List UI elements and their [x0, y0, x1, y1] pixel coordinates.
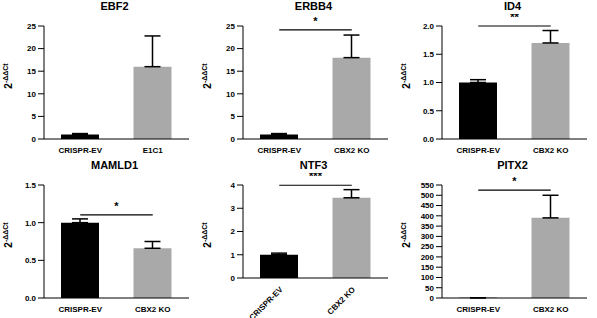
svg-text:350: 350: [421, 222, 435, 231]
svg-text:0.5: 0.5: [423, 107, 435, 116]
svg-text:2: 2: [231, 227, 236, 236]
svg-text:10: 10: [27, 90, 36, 99]
svg-text:15: 15: [27, 67, 36, 76]
html-text:2: 2: [401, 242, 413, 248]
svg-text:200: 200: [421, 253, 435, 262]
svg-text:0.0: 0.0: [25, 294, 37, 303]
svg-text:550: 550: [421, 181, 435, 190]
svg-text:E1C1: E1C1: [143, 146, 164, 155]
svg-text:*: *: [313, 15, 318, 27]
svg-text:25: 25: [226, 22, 235, 31]
svg-text:CBX2 KO: CBX2 KO: [334, 146, 370, 155]
html-text:ID4: ID4: [503, 0, 522, 12]
svg-text:20: 20: [226, 44, 235, 53]
svg-text:CRISPR-EV: CRISPR-EV: [248, 285, 286, 318]
svg-text:**: **: [510, 14, 519, 23]
svg-text:1.5: 1.5: [25, 181, 37, 190]
svg-text:100: 100: [421, 273, 435, 282]
html-text:2: 2: [401, 83, 413, 89]
svg-text:400: 400: [421, 212, 435, 221]
svg-text:CBX2 KO: CBX2 KO: [326, 285, 358, 317]
html-text:ERBB4: ERBB4: [294, 0, 333, 12]
html-text:2: 2: [3, 83, 15, 89]
html-text:-ΔΔCt: -ΔΔCt: [399, 222, 407, 243]
svg-text:250: 250: [421, 242, 435, 251]
svg-text:2.0: 2.0: [423, 22, 435, 31]
html-text:-ΔΔCt: -ΔΔCt: [1, 222, 9, 243]
html-text:-ΔΔCt: -ΔΔCt: [1, 63, 9, 84]
svg-text:3: 3: [231, 204, 236, 213]
svg-text:50: 50: [425, 284, 434, 293]
html-text:2: 2: [202, 242, 214, 248]
svg-text:450: 450: [421, 201, 435, 210]
svg-text:15: 15: [226, 67, 235, 76]
svg-text:***: ***: [309, 173, 323, 182]
svg-text:300: 300: [421, 232, 435, 241]
svg-text:*: *: [512, 175, 517, 187]
svg-text:10: 10: [226, 90, 235, 99]
svg-text:25: 25: [27, 22, 36, 31]
svg-text:CBX2 KO: CBX2 KO: [135, 305, 171, 314]
html-text:2: 2: [202, 83, 214, 89]
svg-text:0: 0: [231, 274, 236, 283]
svg-text:CBX2 KO: CBX2 KO: [533, 305, 569, 314]
svg-text:1.0: 1.0: [25, 219, 37, 228]
html-text:-ΔΔCt: -ΔΔCt: [200, 222, 208, 243]
svg-text:1: 1: [231, 251, 236, 260]
html-text:-ΔΔCt: -ΔΔCt: [200, 63, 208, 84]
html-text:EBF2: EBF2: [100, 0, 129, 12]
svg-text:0: 0: [32, 135, 37, 144]
svg-text:500: 500: [421, 191, 435, 200]
html-text:PITX2: PITX2: [497, 159, 528, 171]
svg-text:4: 4: [231, 181, 236, 190]
svg-text:CRISPR-EV: CRISPR-EV: [257, 146, 301, 155]
svg-text:*: *: [114, 200, 119, 212]
svg-text:0: 0: [231, 135, 236, 144]
svg-text:0.5: 0.5: [25, 256, 37, 265]
svg-text:CRISPR-EV: CRISPR-EV: [58, 146, 102, 155]
html-text:2: 2: [3, 242, 15, 248]
svg-text:CBX2 KO: CBX2 KO: [533, 146, 569, 155]
svg-text:CRISPR-EV: CRISPR-EV: [456, 146, 500, 155]
svg-text:20: 20: [27, 44, 36, 53]
html-text:-ΔΔCt: -ΔΔCt: [399, 63, 407, 84]
svg-text:0: 0: [430, 294, 435, 303]
svg-text:1.5: 1.5: [423, 50, 435, 59]
svg-text:CRISPR-EV: CRISPR-EV: [456, 305, 500, 314]
svg-text:150: 150: [421, 263, 435, 272]
svg-text:CRISPR-EV: CRISPR-EV: [58, 305, 102, 314]
svg-text:1.0: 1.0: [423, 78, 435, 87]
html-text:NTF3: NTF3: [299, 159, 328, 171]
svg-text:0.0: 0.0: [423, 135, 435, 144]
svg-text:5: 5: [32, 112, 37, 121]
html-text:MAMLD1: MAMLD1: [91, 159, 138, 171]
svg-text:5: 5: [231, 112, 236, 121]
